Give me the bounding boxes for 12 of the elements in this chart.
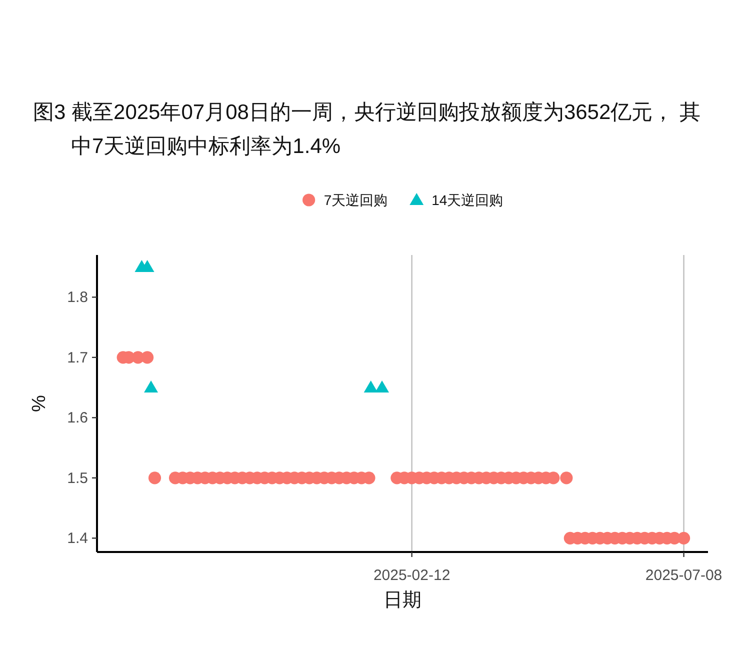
legend-label: 7天逆回购 bbox=[324, 192, 388, 208]
y-tick-label: 1.8 bbox=[67, 289, 88, 306]
chart-title: 图3 截至2025年07月08日的一周，央行逆回购投放额度为3652亿元， 其中7天逆回购中标利率为1.4% bbox=[33, 100, 702, 160]
y-tick-label: 1.4 bbox=[67, 530, 88, 548]
x-tick-label: 2025-07-08 bbox=[645, 567, 722, 584]
y-tick-label: 1.5 bbox=[67, 470, 88, 487]
legend-label: 14天逆回购 bbox=[432, 192, 504, 208]
x-axis-title: 日期 bbox=[384, 590, 422, 611]
x-tick-label: 2025-02-12 bbox=[373, 567, 450, 584]
y-tick-label: 1.7 bbox=[67, 349, 88, 366]
y-tick-label: 1.6 bbox=[67, 410, 88, 427]
y-axis-title: % bbox=[29, 394, 50, 412]
